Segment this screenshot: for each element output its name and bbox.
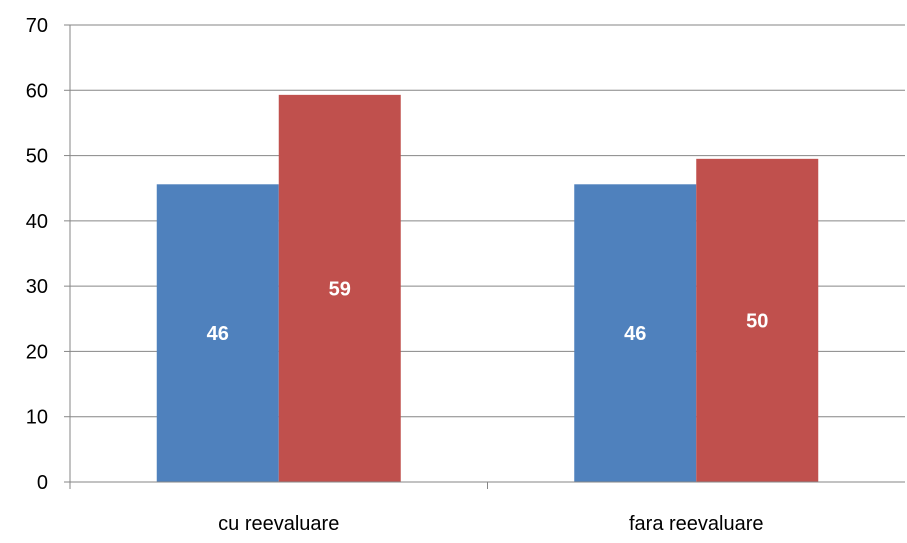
y-tick-label: 10 bbox=[26, 407, 48, 429]
y-tick-label: 30 bbox=[26, 276, 48, 298]
data-label: 59 bbox=[329, 278, 351, 300]
data-labels: 46 59 46 50 bbox=[207, 278, 769, 345]
data-label: 46 bbox=[207, 323, 229, 345]
x-axis-category-labels: cu reevaluare fara reevaluare bbox=[218, 513, 763, 535]
bar bbox=[574, 184, 697, 482]
data-label: 50 bbox=[746, 310, 768, 332]
data-label: 46 bbox=[624, 323, 646, 345]
y-tick-label: 50 bbox=[26, 146, 48, 168]
y-axis-tick-labels: 0 10 20 30 40 50 60 70 bbox=[26, 15, 48, 494]
bar bbox=[696, 158, 819, 483]
y-tick-label: 40 bbox=[26, 211, 48, 233]
y-tick-label: 70 bbox=[26, 15, 48, 37]
y-tick-label: 0 bbox=[37, 472, 48, 494]
axes bbox=[64, 24, 905, 489]
bar bbox=[156, 184, 279, 482]
bars bbox=[156, 94, 819, 483]
y-tick-label: 20 bbox=[26, 341, 48, 363]
x-category-label: fara reevaluare bbox=[629, 513, 764, 535]
bar bbox=[278, 94, 401, 482]
y-tick-label: 60 bbox=[26, 80, 48, 102]
x-category-label: cu reevaluare bbox=[218, 513, 339, 535]
